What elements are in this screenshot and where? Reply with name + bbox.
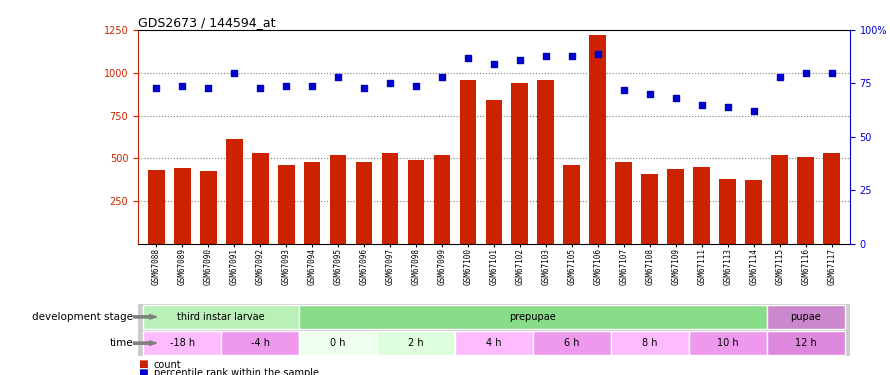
Text: 2 h: 2 h: [409, 338, 424, 348]
Bar: [148, 170, 165, 244]
Text: percentile rank within the sample: percentile rank within the sample: [154, 368, 319, 375]
Text: 8 h: 8 h: [642, 338, 658, 348]
Bar: [303, 162, 320, 244]
Bar: [455, 332, 533, 355]
Bar: [767, 332, 845, 355]
Bar: [433, 155, 450, 244]
Text: -4 h: -4 h: [251, 338, 270, 348]
Bar: [278, 165, 295, 244]
Point: [798, 70, 813, 76]
Text: ■: ■: [138, 368, 148, 375]
Bar: [615, 162, 632, 244]
Point: [773, 74, 787, 80]
Text: ■: ■: [138, 360, 148, 369]
Point: [461, 55, 475, 61]
Bar: [745, 180, 762, 244]
Bar: [642, 174, 659, 244]
Text: 6 h: 6 h: [564, 338, 579, 348]
Point: [201, 85, 215, 91]
Bar: [693, 167, 710, 244]
Bar: [299, 305, 767, 328]
Bar: [668, 168, 684, 244]
Bar: [589, 35, 606, 244]
Point: [435, 74, 449, 80]
Point: [565, 53, 579, 58]
Bar: [563, 165, 580, 244]
Bar: [772, 155, 789, 244]
Text: GDS2673 / 144594_at: GDS2673 / 144594_at: [138, 16, 275, 29]
Bar: [767, 305, 845, 328]
Point: [305, 82, 320, 88]
Bar: [797, 156, 814, 244]
Bar: [299, 332, 377, 355]
Text: 12 h: 12 h: [795, 338, 817, 348]
Bar: [252, 153, 269, 244]
Bar: [719, 179, 736, 244]
Bar: [611, 332, 689, 355]
Text: prepupae: prepupae: [510, 312, 556, 322]
Point: [331, 74, 345, 80]
Bar: [329, 155, 346, 244]
Point: [149, 85, 163, 91]
Bar: [221, 332, 299, 355]
Point: [695, 102, 709, 108]
Point: [747, 108, 761, 114]
Text: 4 h: 4 h: [486, 338, 502, 348]
Bar: [689, 332, 767, 355]
Point: [825, 70, 839, 76]
Bar: [356, 162, 373, 244]
Bar: [143, 332, 221, 355]
Text: pupae: pupae: [790, 312, 821, 322]
Point: [409, 82, 423, 88]
Text: -18 h: -18 h: [170, 338, 195, 348]
Text: 0 h: 0 h: [330, 338, 346, 348]
Text: development stage: development stage: [33, 312, 134, 322]
Point: [227, 70, 241, 76]
Text: count: count: [154, 360, 182, 369]
Bar: [486, 100, 502, 244]
Bar: [382, 153, 399, 244]
Point: [538, 53, 553, 58]
Bar: [199, 171, 216, 244]
Text: 10 h: 10 h: [717, 338, 739, 348]
Bar: [408, 160, 425, 244]
Point: [513, 57, 527, 63]
Point: [721, 104, 735, 110]
Point: [175, 82, 190, 88]
Point: [383, 81, 397, 87]
Point: [279, 82, 293, 88]
Bar: [459, 80, 476, 244]
Point: [591, 51, 605, 57]
Text: third instar larvae: third instar larvae: [177, 312, 265, 322]
Bar: [226, 140, 243, 244]
Text: time: time: [109, 338, 134, 348]
Bar: [823, 153, 840, 244]
Bar: [533, 332, 611, 355]
Point: [668, 95, 683, 101]
Point: [487, 61, 501, 67]
Point: [357, 85, 371, 91]
Bar: [174, 168, 190, 244]
Bar: [377, 332, 455, 355]
Bar: [538, 80, 554, 244]
Bar: [512, 83, 529, 244]
Bar: [143, 305, 299, 328]
Point: [617, 87, 631, 93]
Point: [253, 85, 267, 91]
Point: [643, 91, 657, 97]
